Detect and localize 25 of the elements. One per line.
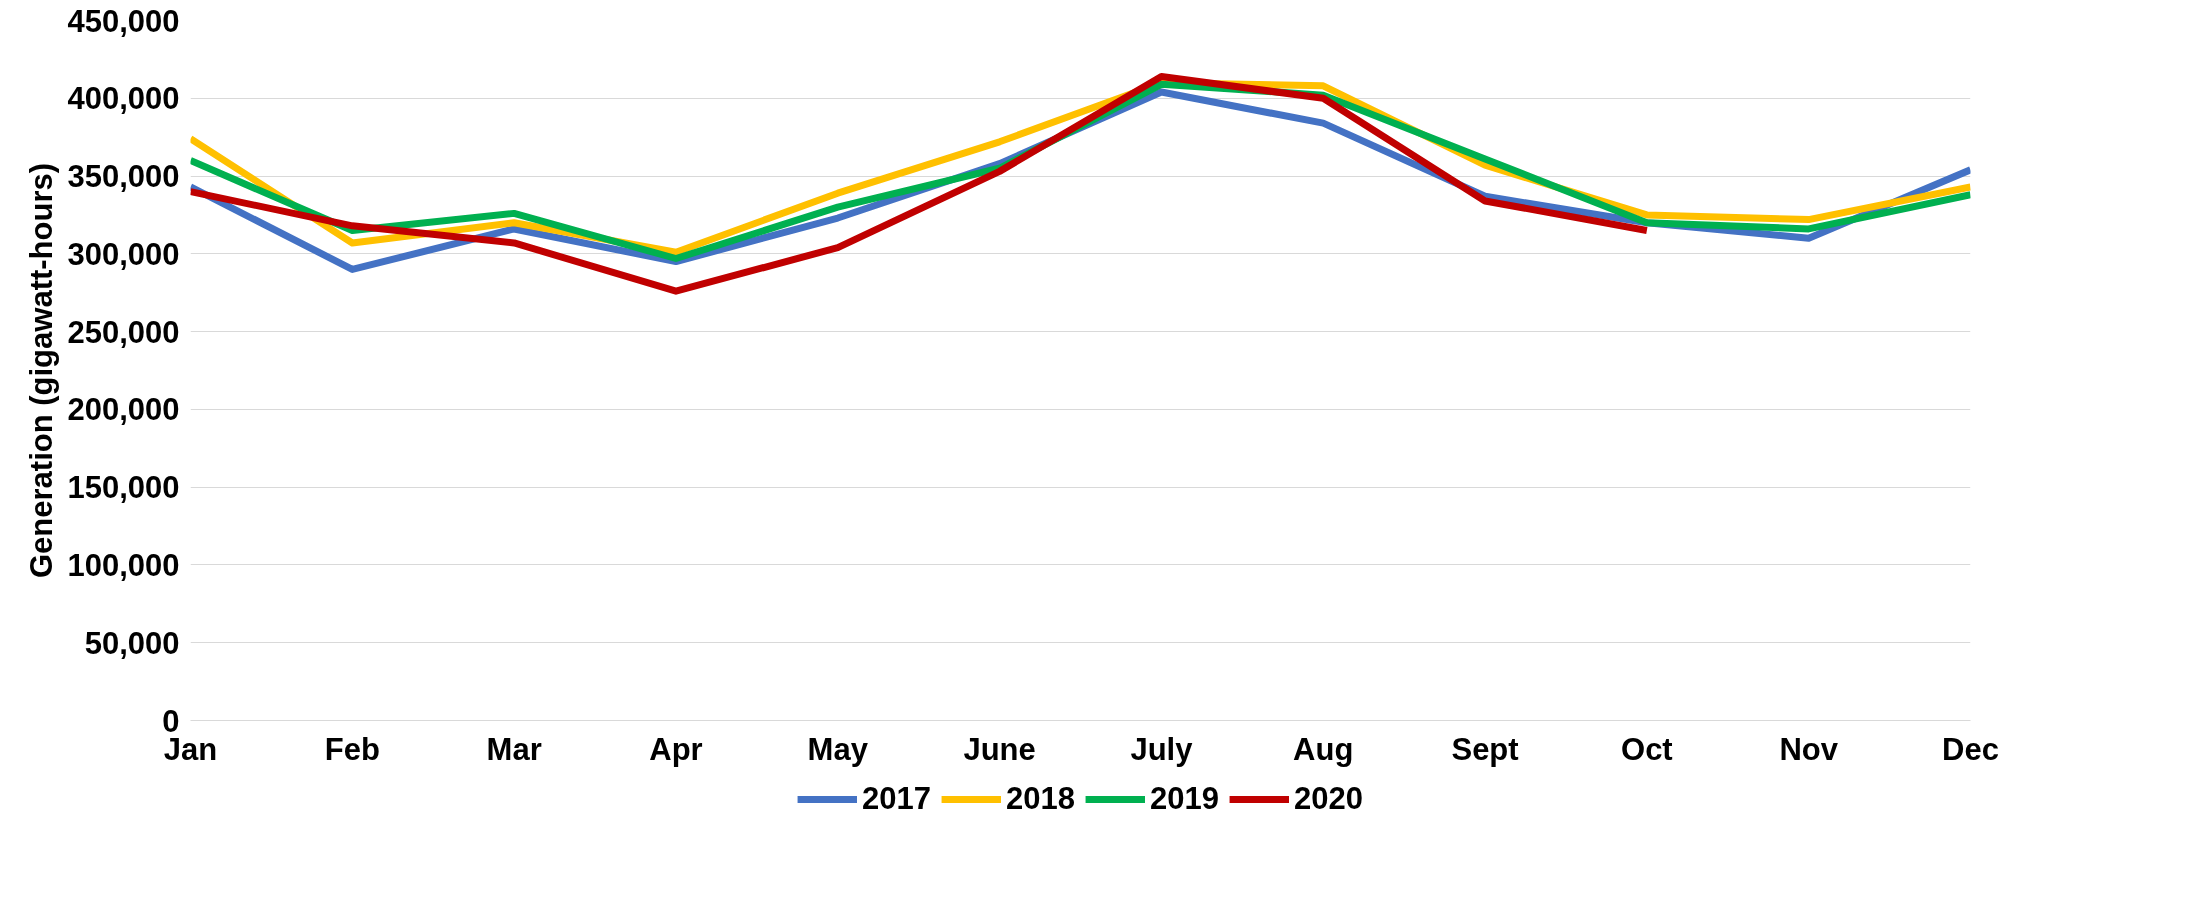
x-tick-label: July	[1130, 731, 1194, 767]
x-tick-label: Aug	[1293, 731, 1354, 767]
y-tick-label: 100,000	[67, 547, 180, 583]
x-tick-label: Feb	[324, 731, 380, 767]
x-tick-label: Sept	[1451, 731, 1519, 767]
legend-label: 2017	[862, 781, 932, 817]
legend-label: 2019	[1150, 781, 1219, 817]
y-tick-label: 450,000	[67, 3, 180, 39]
legend-label: 2018	[1006, 781, 1075, 817]
legend-label: 2020	[1293, 781, 1363, 817]
x-tick-label: June	[963, 731, 1036, 767]
y-tick-label: 200,000	[67, 392, 180, 428]
x-tick-label: Dec	[1942, 731, 1999, 767]
y-tick-label: 350,000	[67, 159, 180, 195]
x-tick-label: Nov	[1779, 731, 1839, 767]
y-tick-label: 400,000	[67, 81, 180, 117]
y-tick-label: 300,000	[67, 236, 180, 272]
y-axis-title: Generation (gigawatt-hours)	[24, 162, 60, 579]
x-tick-label: Apr	[649, 731, 703, 767]
x-tick-label: Oct	[1621, 731, 1673, 767]
y-tick-label: 50,000	[84, 625, 180, 661]
y-tick-label: 150,000	[67, 470, 180, 506]
x-tick-label: Mar	[486, 731, 542, 767]
y-tick-label: 250,000	[67, 314, 180, 350]
x-tick-label: May	[807, 731, 869, 767]
